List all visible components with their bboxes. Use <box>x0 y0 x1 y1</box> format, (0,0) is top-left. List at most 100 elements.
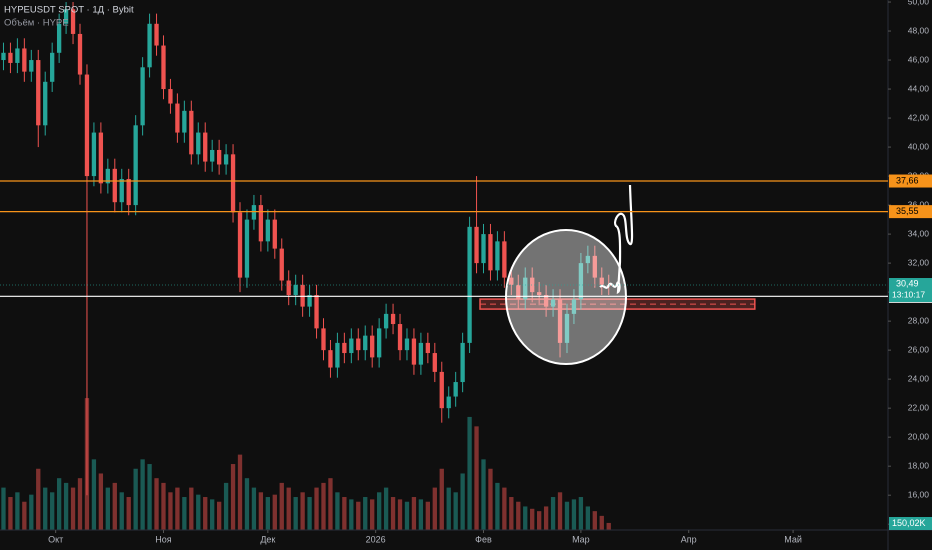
volume-bar <box>223 482 229 530</box>
volume-bar <box>175 487 180 530</box>
volume-title: Объём · HYPE <box>4 18 69 29</box>
volume-bar <box>404 501 410 530</box>
candle-body <box>550 299 556 307</box>
candle-body <box>84 74 90 177</box>
volume-bar <box>390 497 396 530</box>
volume-bar <box>363 497 368 530</box>
candle-body <box>265 219 270 242</box>
volume-bar <box>335 492 340 530</box>
x-tick-label: 2026 <box>366 534 386 544</box>
candle-body <box>175 103 180 133</box>
volume-bar <box>383 487 389 530</box>
volume-bar <box>98 473 104 530</box>
candle-body <box>223 154 229 165</box>
candle-body <box>571 299 577 314</box>
candle-body <box>564 313 570 343</box>
volume-bar <box>578 497 584 530</box>
volume-bar <box>328 478 333 530</box>
candle-body <box>1 52 6 61</box>
y-tick-label: 24,00 <box>908 373 930 383</box>
volume-bar <box>77 478 83 530</box>
volume-bar <box>210 499 215 530</box>
candle-body <box>418 342 424 365</box>
price-layer <box>1 2 756 496</box>
candle-body <box>15 48 20 63</box>
volume-bar <box>265 497 270 530</box>
candle-body <box>530 277 535 293</box>
candle-body <box>439 371 444 409</box>
candle-body <box>370 335 375 358</box>
volume-bar <box>481 459 486 530</box>
candle-body <box>342 342 347 354</box>
volume-bar <box>495 482 500 530</box>
price-label-box <box>889 174 932 188</box>
candle-body <box>216 149 222 165</box>
candle-body <box>140 67 145 126</box>
highlight-circle <box>505 229 627 365</box>
x-tick-label: Апр <box>681 534 697 544</box>
candle-body <box>98 132 104 184</box>
y-tick-label: 42,00 <box>908 112 930 122</box>
volume-bar <box>279 482 284 530</box>
x-tick-label: Ноя <box>155 534 172 544</box>
volume-bar <box>43 487 48 530</box>
y-tick-label: 40,00 <box>908 141 930 151</box>
volume-bar <box>439 468 444 530</box>
price-label: 35,55 <box>896 206 919 216</box>
volume-label-box <box>889 517 932 530</box>
volume-bar <box>537 511 542 530</box>
volume-bar <box>237 454 243 530</box>
candle-body <box>91 132 97 177</box>
candle-body <box>502 241 507 278</box>
candle-body <box>63 9 69 24</box>
candle-body <box>133 125 138 206</box>
candle-body <box>314 295 319 329</box>
candle-body <box>557 299 563 343</box>
volume-bar <box>418 499 424 530</box>
y-tick-label: 16,00 <box>908 489 930 499</box>
candle-body <box>147 23 152 68</box>
last-price-label: 30,49 <box>896 278 919 288</box>
candle-body <box>182 110 187 133</box>
candle-body <box>390 313 396 325</box>
candle-body <box>460 342 465 383</box>
y-tick-label: 34,00 <box>908 228 930 238</box>
volume-bar <box>189 487 194 530</box>
candle-body <box>335 342 340 368</box>
candle-body <box>488 234 493 271</box>
volume-bar <box>126 497 131 530</box>
candle-body <box>70 9 76 34</box>
candle-body <box>43 81 48 126</box>
volume-bar <box>543 506 549 530</box>
volume-bar <box>286 487 291 530</box>
hand-drawn-arrow <box>599 184 634 295</box>
volume-bar <box>488 468 493 530</box>
candle-body <box>363 335 368 351</box>
volume-bar <box>530 508 535 530</box>
candle-body <box>22 48 27 72</box>
volume-bar <box>119 492 124 530</box>
candle-body <box>286 280 291 296</box>
candle-body <box>168 89 173 104</box>
candle-body <box>509 277 514 285</box>
volume-bar <box>182 497 187 530</box>
volume-bar <box>502 487 507 530</box>
symbol-title: HYPEUSDT SPOT · 1Д · Bybit <box>4 5 134 16</box>
volume-bar <box>203 497 208 530</box>
candle-body <box>189 110 194 155</box>
volume-bar <box>564 501 570 530</box>
candle-body <box>230 154 236 213</box>
candle-body <box>258 205 264 242</box>
volume-bar <box>467 416 472 530</box>
volume-bar <box>140 459 145 530</box>
volume-bar <box>606 522 611 530</box>
candle-body <box>154 23 159 46</box>
candle-body <box>293 284 298 296</box>
candle-body <box>467 226 472 343</box>
y-tick-label: 26,00 <box>908 344 930 354</box>
volume-bar <box>251 487 257 530</box>
candle-body <box>474 226 479 264</box>
candle-body <box>126 178 131 206</box>
volume-bar <box>29 494 34 530</box>
